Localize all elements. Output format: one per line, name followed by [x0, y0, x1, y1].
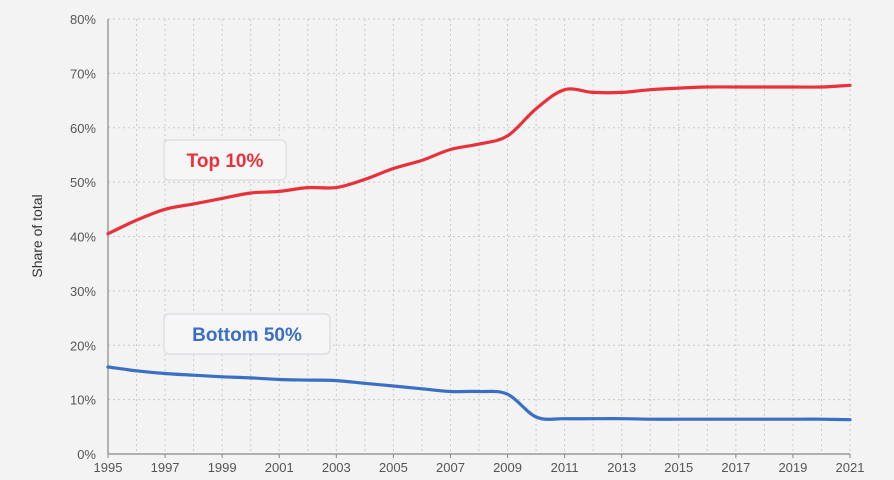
x-tick-label: 2003 [322, 460, 351, 475]
x-tick-label: 1995 [94, 460, 123, 475]
x-tick-label: 2009 [493, 460, 522, 475]
x-tick-label: 2015 [664, 460, 693, 475]
x-tick-label: 2017 [721, 460, 750, 475]
bottom-50-line [106, 365, 852, 422]
y-tick-label: 80% [70, 12, 96, 27]
axes: 0% 10% 20% 30% 40% 50% 60% 70% 80% 1995 1997 1999 20… [70, 12, 864, 475]
y-tick-label: 40% [70, 230, 96, 245]
y-axis-title: Share of total [29, 194, 45, 277]
bottom-50-label-box: Bottom 50% [163, 313, 331, 355]
y-tick-label: 50% [70, 175, 96, 190]
y-tick-label: 0% [77, 447, 96, 462]
top-10-label: Top 10% [187, 151, 264, 172]
x-tick-label: 1997 [151, 460, 180, 475]
y-tick-label: 10% [70, 393, 96, 408]
y-tick-label: 60% [70, 121, 96, 136]
top-10-label-box: Top 10% [163, 139, 287, 181]
y-tick-label: 20% [70, 338, 96, 353]
bottom-50-label: Bottom 50% [192, 325, 302, 346]
top-10-line [106, 83, 852, 236]
x-tick-label: 2013 [607, 460, 636, 475]
x-tick-label: 2019 [778, 460, 807, 475]
y-tick-label: 30% [70, 284, 96, 299]
x-tick-label: 2007 [436, 460, 465, 475]
x-tick-label: 2021 [836, 460, 865, 475]
x-tick-label: 2001 [265, 460, 294, 475]
y-tick-label: 70% [70, 66, 96, 81]
x-tick-label: 1999 [208, 460, 237, 475]
grid [108, 18, 851, 454]
x-tick-label: 2011 [551, 460, 579, 475]
series-lines [106, 83, 852, 422]
x-tick-label: 2005 [379, 460, 408, 475]
